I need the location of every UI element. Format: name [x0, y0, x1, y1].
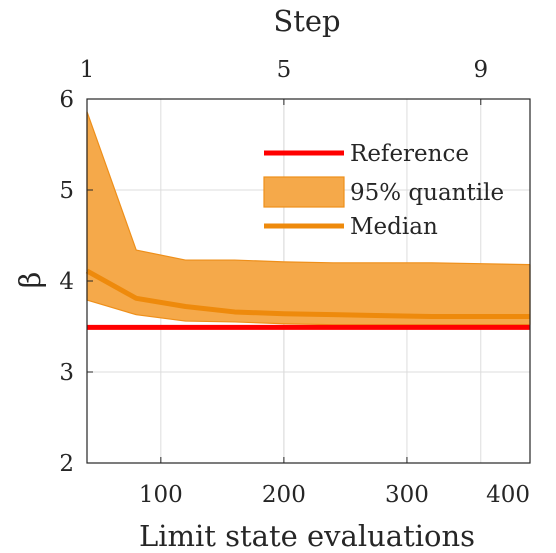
y-tick-label: 6	[59, 87, 74, 113]
legend-quantile-swatch	[263, 176, 345, 208]
axis-ticks: 100 200 300 400 2 3 4 5 61 5 9	[59, 57, 531, 508]
y-tick-label: 4	[59, 269, 74, 295]
x-tick-label: 200	[262, 482, 306, 508]
x-tick-label: 400	[486, 482, 530, 508]
top-tick-label: 9	[473, 57, 488, 83]
legend-quantile-label: 95% quantile	[350, 180, 504, 206]
y-tick-label: 5	[59, 178, 74, 204]
legend-reference-label: Reference	[350, 141, 469, 167]
y-axis-label: β	[13, 272, 47, 289]
series-lines-layer	[85, 268, 530, 330]
y-tick-label: 3	[59, 360, 74, 386]
x-tick-label: 100	[139, 482, 183, 508]
legend-median-label: Median	[350, 214, 438, 240]
top-tick-label: 1	[80, 57, 95, 83]
top-tick-label: 5	[277, 57, 292, 83]
median-line	[85, 268, 530, 319]
legend: Reference 95% quantile Median	[263, 141, 504, 240]
top-axis-label: Step	[273, 4, 340, 38]
y-tick-label: 2	[59, 451, 74, 477]
x-axis-label: Limit state evaluations	[139, 519, 475, 553]
x-tick-label: 300	[385, 482, 429, 508]
